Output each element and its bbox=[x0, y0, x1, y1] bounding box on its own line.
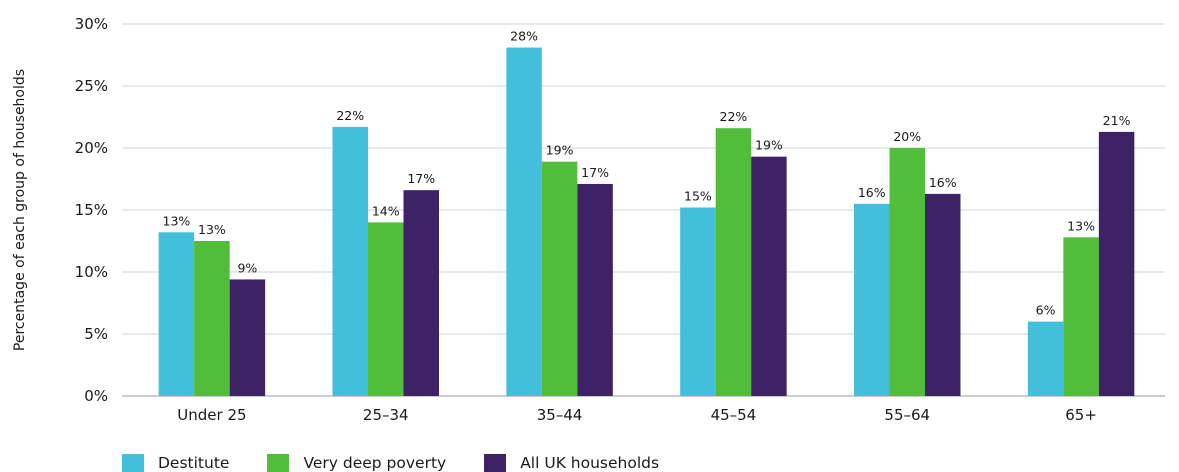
data-label: 6% bbox=[1036, 303, 1056, 318]
y-tick-label: 5% bbox=[84, 325, 108, 343]
data-label: 15% bbox=[684, 189, 712, 204]
legend-label: Destitute bbox=[158, 454, 230, 472]
data-label: 16% bbox=[929, 175, 957, 190]
x-tick-label: 65+ bbox=[1065, 406, 1097, 424]
bar bbox=[541, 161, 578, 396]
data-label: 13% bbox=[163, 213, 191, 228]
data-label: 17% bbox=[407, 171, 435, 186]
data-label: 21% bbox=[1103, 113, 1131, 128]
legend-item-destitute: Destitute bbox=[122, 454, 229, 472]
legend-label: All UK households bbox=[520, 454, 660, 472]
data-label: 9% bbox=[237, 260, 257, 275]
legend-swatch bbox=[122, 454, 144, 472]
data-label: 19% bbox=[546, 143, 574, 158]
x-tick-label: 55–64 bbox=[884, 406, 930, 424]
legend-swatch bbox=[267, 454, 290, 472]
bar bbox=[368, 222, 404, 396]
bar bbox=[751, 156, 787, 396]
bar bbox=[577, 183, 613, 396]
bar bbox=[194, 241, 230, 396]
bar bbox=[1063, 237, 1099, 396]
legend-label: Very deep poverty bbox=[303, 454, 447, 472]
bar bbox=[889, 148, 925, 396]
y-tick-label: 20% bbox=[75, 139, 108, 157]
bar bbox=[403, 190, 439, 396]
bar bbox=[506, 47, 542, 397]
bar bbox=[680, 207, 716, 396]
bars bbox=[158, 47, 1135, 397]
bar bbox=[854, 203, 890, 396]
bar bbox=[715, 128, 752, 396]
y-tick-label: 25% bbox=[75, 77, 108, 95]
y-axis-ticks: 0% 5% 10% 15% 20% 25% 30% bbox=[75, 15, 108, 405]
x-tick-label: 45–54 bbox=[711, 406, 757, 424]
data-label: 22% bbox=[336, 108, 364, 123]
data-labels: 13% 13% 9% 22% 14% 17% 28% 19% 17% 15% 22% 19% 16% 20… bbox=[163, 29, 1131, 318]
y-tick-label: 30% bbox=[75, 15, 108, 33]
x-tick-label: 35–44 bbox=[537, 406, 583, 424]
data-label: 20% bbox=[893, 129, 921, 144]
bar bbox=[229, 279, 266, 396]
data-label: 13% bbox=[1067, 218, 1095, 233]
bar bbox=[925, 193, 961, 396]
legend-swatch bbox=[484, 454, 507, 472]
bar bbox=[158, 232, 195, 396]
bar bbox=[1027, 321, 1064, 396]
legend: Destitute Very deep poverty All UK house… bbox=[122, 454, 697, 472]
legend-item-all-uk-households: All UK households bbox=[484, 454, 659, 472]
x-tick-label: 25–34 bbox=[363, 406, 409, 424]
data-label: 13% bbox=[198, 222, 226, 237]
y-tick-label: 10% bbox=[75, 263, 108, 281]
y-tick-label: 15% bbox=[75, 201, 108, 219]
x-axis-ticks: Under 25 25–34 35–44 45–54 55–64 65+ bbox=[177, 406, 1097, 424]
data-label: 28% bbox=[510, 29, 538, 44]
legend-item-very-deep-poverty: Very deep poverty bbox=[267, 454, 446, 472]
data-label: 14% bbox=[372, 203, 400, 218]
data-label: 16% bbox=[858, 185, 886, 200]
data-label: 17% bbox=[581, 165, 609, 180]
bar bbox=[1098, 131, 1135, 396]
data-label: 22% bbox=[720, 109, 748, 124]
data-label: 19% bbox=[755, 138, 783, 153]
x-tick-label: Under 25 bbox=[177, 406, 246, 424]
y-tick-label: 0% bbox=[84, 387, 108, 405]
gridlines bbox=[122, 23, 1165, 397]
bar bbox=[332, 126, 368, 397]
y-axis-label: Percentage of each group of households bbox=[12, 69, 28, 351]
